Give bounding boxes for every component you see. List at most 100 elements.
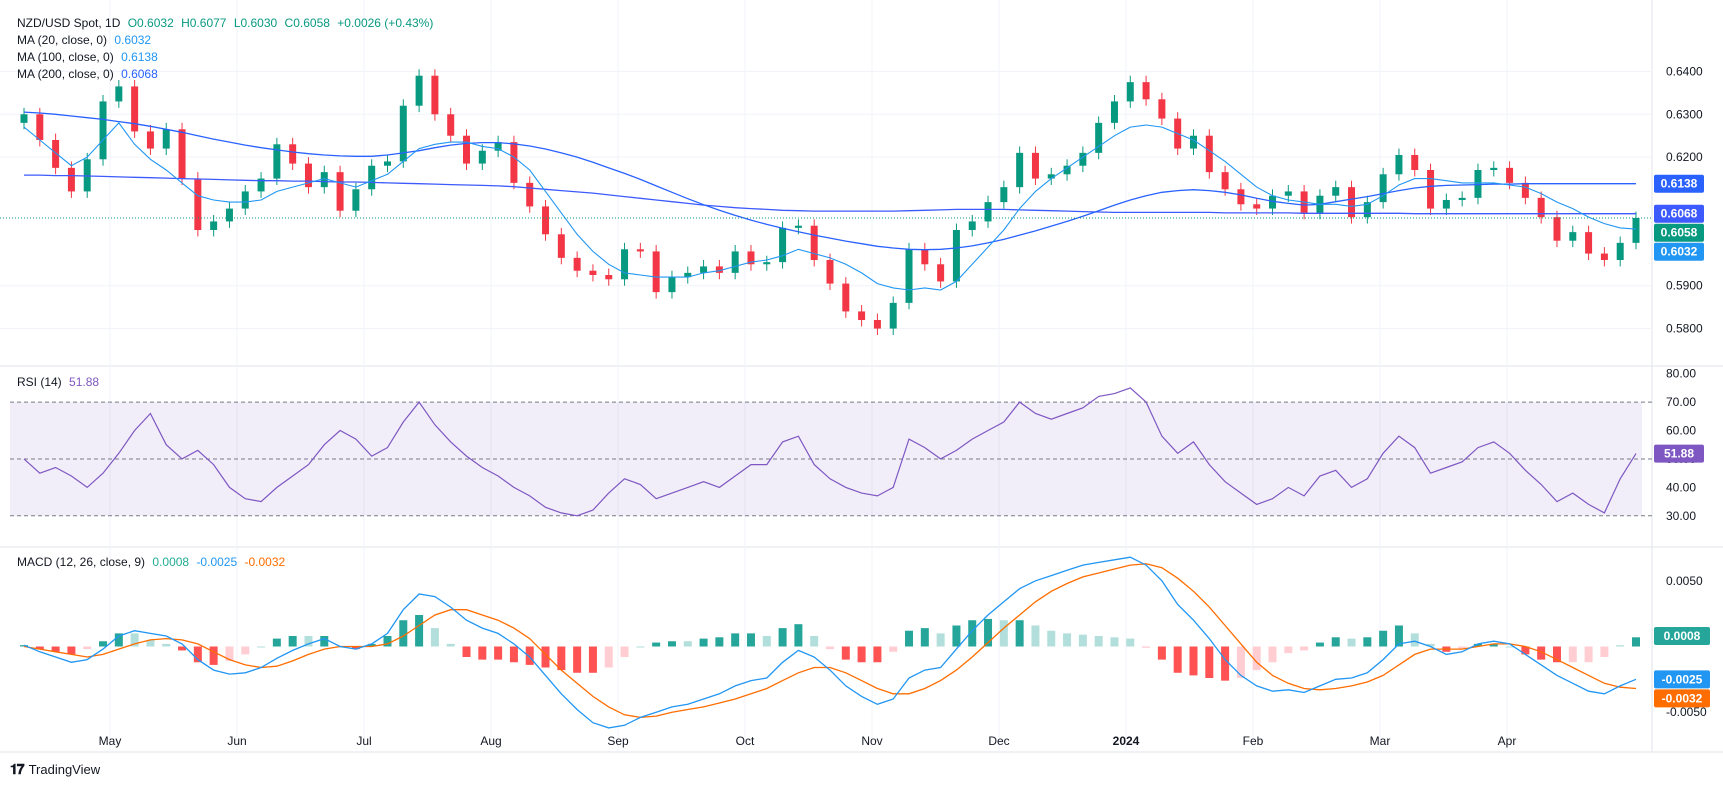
price-pane[interactable] — [0, 69, 1652, 335]
macd-histogram-bar — [462, 646, 471, 658]
candle — [494, 135, 502, 158]
candle-body — [257, 178, 265, 192]
candle — [1411, 148, 1419, 177]
macd-histogram-bar — [683, 641, 692, 647]
macd-histogram-bar — [920, 628, 929, 647]
grid-lines — [0, 0, 1723, 753]
macd-histogram-bar — [288, 635, 297, 647]
macd-histogram-bar — [1379, 630, 1388, 647]
macd-pane[interactable] — [20, 556, 1640, 729]
macd-histogram-bar — [573, 646, 582, 673]
candle-body — [747, 251, 755, 265]
macd-histogram-bar — [1078, 634, 1087, 647]
macd-histogram-bar — [1521, 646, 1530, 655]
candle-body — [1221, 172, 1229, 190]
ma20-line — [23, 122, 1637, 291]
macd-histogram-bar — [952, 625, 961, 647]
candle — [115, 80, 123, 108]
candle — [1521, 176, 1529, 205]
rsi-tick-label: 60.00 — [1666, 424, 1696, 438]
candle — [178, 122, 186, 185]
candle-body — [589, 270, 597, 275]
candle-body — [447, 114, 455, 136]
candle — [747, 245, 755, 271]
rsi-line — [23, 387, 1637, 517]
macd-histogram-bar — [557, 646, 566, 671]
ma200-legend[interactable]: MA (200, close, 0) 0.6068 — [17, 67, 158, 82]
macd-histogram-bar — [588, 646, 597, 673]
rsi-badge-label: 51.88 — [1664, 447, 1694, 461]
macd-histogram-bar — [1568, 646, 1577, 663]
candle-body — [52, 140, 60, 168]
candle-body — [1237, 189, 1245, 205]
candle-body — [352, 189, 360, 211]
candle — [1189, 129, 1197, 155]
candle — [1569, 225, 1577, 248]
macd-histogram-bar — [1410, 633, 1419, 647]
price-badge-label: 0.6032 — [1661, 245, 1698, 259]
candle — [210, 215, 218, 237]
candle-body — [858, 311, 866, 320]
macd-histogram-bar — [525, 646, 534, 665]
candle-body — [1110, 101, 1118, 123]
tradingview-logo[interactable]: 𝟏𝟕 TradingView — [10, 761, 100, 778]
macd-histogram-bar — [1284, 646, 1293, 654]
macd-histogram-bar — [1347, 638, 1356, 647]
time-label: Jun — [227, 734, 246, 748]
rsi-pane[interactable] — [10, 387, 1652, 517]
price-axis: 0.6400 0.6300 0.6200 0.5900 0.5800 80.00 70.00… — [1666, 64, 1707, 719]
macd-badge — [1654, 670, 1710, 689]
candle — [67, 161, 75, 198]
candle-body — [1253, 204, 1261, 209]
price-tick-label: 0.5800 — [1666, 322, 1703, 336]
candle-body — [289, 144, 297, 164]
macd-histogram-bar — [1537, 646, 1546, 660]
macd-histogram-bar — [873, 646, 882, 663]
rsi-value: 51.88 — [69, 375, 100, 389]
macd-line — [23, 556, 1637, 729]
price-badge-label: 0.6138 — [1661, 177, 1698, 191]
ma100-legend[interactable]: MA (100, close, 0) 0.6138 — [17, 50, 158, 65]
macd-histogram-bar — [304, 635, 313, 647]
macd-histogram-bar — [272, 638, 281, 647]
candle-body — [273, 144, 281, 179]
candle-body — [1142, 82, 1150, 100]
time-label: Feb — [1243, 734, 1264, 748]
rsi-tick-label: 30.00 — [1666, 509, 1696, 523]
candle — [289, 137, 297, 170]
macd-histogram-bar — [984, 618, 993, 647]
macd-legend[interactable]: MACD (12, 26, close, 9) 0.0008 -0.0025 -… — [17, 555, 285, 570]
macd-histogram-bar — [746, 633, 755, 647]
candle-body — [684, 272, 692, 278]
macd-histogram-bar — [367, 643, 376, 647]
candle — [652, 245, 660, 299]
candle-body — [510, 142, 518, 183]
macd-signal-line — [23, 563, 1637, 719]
ma200-value: 0.6068 — [121, 67, 158, 81]
macd-histogram-bar — [241, 646, 250, 655]
price-tick-label: 0.6300 — [1666, 107, 1703, 121]
symbol-legend[interactable]: NZD/USD Spot, 1D O0.6032 H0.6077 L0.6030… — [17, 16, 433, 31]
candle — [1269, 189, 1277, 215]
candle — [99, 95, 107, 166]
time-label: Aug — [480, 734, 501, 748]
candle-body — [1537, 197, 1545, 218]
candle-body — [336, 172, 344, 211]
candle-body — [715, 266, 723, 273]
candle — [1158, 92, 1166, 125]
ma20-legend[interactable]: MA (20, close, 0) 0.6032 — [17, 33, 151, 48]
candle — [842, 277, 850, 318]
candle — [573, 251, 581, 278]
candle-body — [1521, 182, 1529, 198]
macd-badge-label: -0.0032 — [1662, 691, 1703, 705]
price-badge — [1654, 242, 1704, 261]
candle — [162, 122, 170, 155]
candle — [1553, 210, 1561, 248]
macd-histogram-bar — [399, 620, 408, 647]
macd-histogram-bar — [209, 646, 218, 665]
rsi-legend[interactable]: RSI (14) 51.88 — [17, 375, 99, 390]
candle-body — [621, 249, 629, 280]
candle — [399, 99, 407, 168]
candle-body — [984, 202, 992, 222]
